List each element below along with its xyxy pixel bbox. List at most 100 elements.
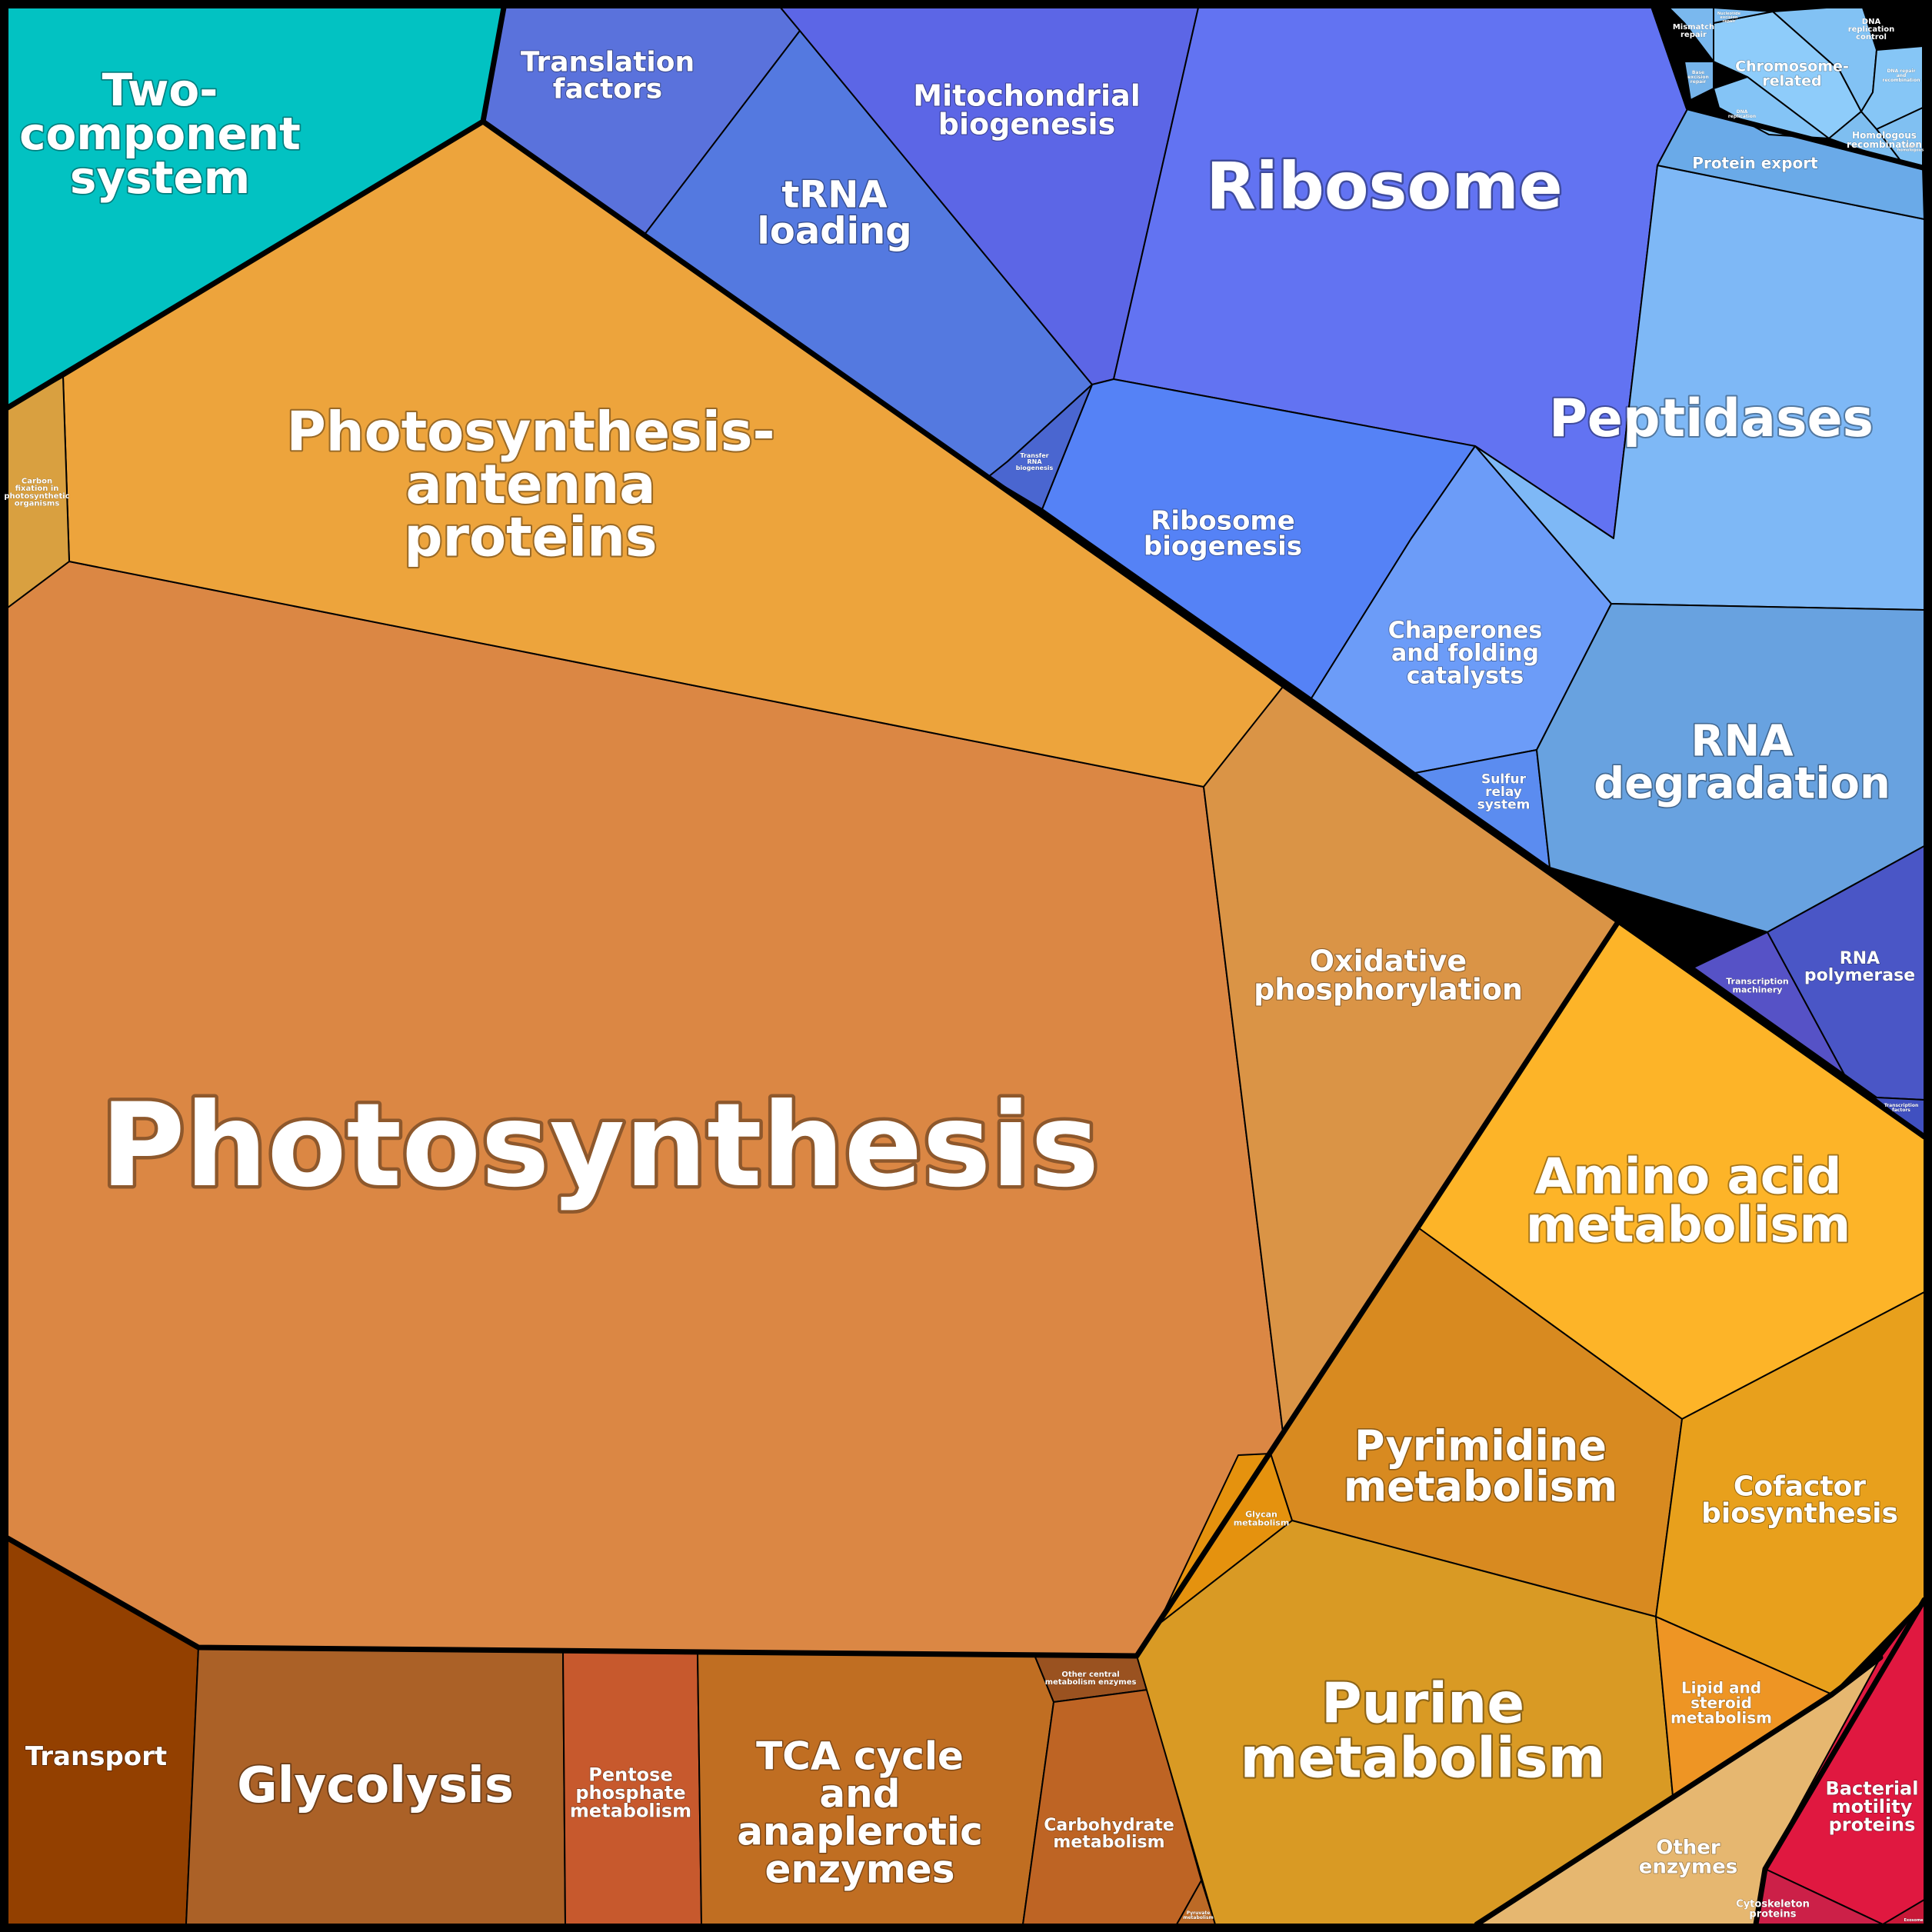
label-line: factors bbox=[553, 74, 662, 105]
label-line: RNA bbox=[1690, 717, 1794, 767]
label-line: metabolism enzymes bbox=[1045, 1678, 1137, 1687]
label-transport: Transport bbox=[25, 1741, 167, 1772]
label-line: Peptidases bbox=[1549, 388, 1874, 449]
label-line: Oxidative bbox=[1310, 944, 1467, 978]
label-line: DNA bbox=[1737, 109, 1748, 115]
label-line: Cytoskeleton bbox=[1736, 1898, 1810, 1910]
label-line: proteins bbox=[404, 506, 657, 569]
label-homologous-recombination: Homologous recombination bbox=[1847, 130, 1922, 150]
label-line: Amino acid bbox=[1535, 1148, 1842, 1205]
label-line: recombination bbox=[1883, 77, 1920, 82]
label-line: component bbox=[19, 108, 301, 160]
label-line: excision bbox=[1687, 75, 1709, 80]
label-antenna: Photosynthesis-antenna proteins bbox=[286, 400, 774, 568]
label-line: Ribosome bbox=[1206, 148, 1563, 224]
label-bacterial-motility: Bacterial motility proteins bbox=[1826, 1777, 1919, 1835]
label-line: Chaperones bbox=[1388, 617, 1542, 644]
label-pyruvate: Pyruvate metabolism bbox=[1183, 1910, 1214, 1920]
label-line: metabolism bbox=[1240, 1725, 1605, 1790]
group-border-line bbox=[5, 918, 1622, 1659]
label-glycan: Glycan metabolism bbox=[1234, 1510, 1290, 1528]
label-line: enzymes bbox=[765, 1847, 955, 1891]
cell-cofactor bbox=[1655, 1291, 1925, 1695]
label-line: metabolism bbox=[1053, 1833, 1164, 1852]
label-nonhomologous: Non-homologous bbox=[1897, 144, 1924, 152]
label-line: Chromosome- bbox=[1735, 58, 1849, 75]
label-line: proteins bbox=[1829, 1814, 1916, 1836]
label-line: Other bbox=[1656, 1836, 1720, 1859]
label-ribosome-biogenesis: Ribosome biogenesis bbox=[1144, 505, 1302, 561]
label-line: Pentose bbox=[588, 1764, 672, 1785]
label-cofactor: Cofactor biosynthesis bbox=[1701, 1471, 1898, 1529]
label-line: metabolism bbox=[1183, 1914, 1214, 1920]
label-transcription-machinery: Transcription machinery bbox=[1726, 977, 1789, 995]
label-line: enzymes bbox=[1639, 1855, 1737, 1878]
label-line: fixation in bbox=[15, 485, 59, 493]
label-line: repair bbox=[1690, 78, 1706, 84]
label-glycolysis: Glycolysis bbox=[237, 1757, 514, 1814]
label-line: biogenesis bbox=[1144, 531, 1302, 561]
label-line: Pyruvate bbox=[1187, 1910, 1211, 1916]
label-rna-polymerase: RNA polymerase bbox=[1804, 949, 1915, 985]
label-photosynthesis: Photosynthesis bbox=[101, 1079, 1100, 1213]
label-line: system bbox=[1477, 798, 1531, 813]
label-line: and bbox=[819, 1771, 900, 1816]
label-line: Sulfur bbox=[1481, 771, 1527, 787]
label-line: Protein export bbox=[1692, 154, 1818, 172]
label-line: Cofactor bbox=[1734, 1471, 1866, 1502]
label-line: photosynthetic bbox=[4, 492, 69, 501]
label-dna-replication-control: DNA replication control bbox=[1848, 18, 1895, 42]
label-carbohydrate: Carbohydrate metabolism bbox=[1044, 1816, 1174, 1852]
label-exosome: Exosome bbox=[1904, 1918, 1924, 1923]
label-line: biosynthesis bbox=[1701, 1498, 1898, 1530]
label-line: Mismatch bbox=[1673, 23, 1714, 32]
label-transcription-factors: Transcription factors bbox=[1884, 1103, 1918, 1113]
group-border-line bbox=[1753, 1597, 1927, 1927]
label-mismatch-repair: Mismatch repair bbox=[1673, 23, 1714, 39]
cell-transfer-rna bbox=[988, 384, 1093, 510]
label-line: Transcription bbox=[1884, 1103, 1918, 1108]
label-line: Transcription bbox=[1726, 977, 1789, 987]
label-peptidases: Peptidases bbox=[1549, 388, 1874, 449]
label-line: catalysts bbox=[1407, 662, 1524, 689]
label-line: tRNA bbox=[781, 173, 887, 216]
label-oxphos: Oxidative phosphorylation bbox=[1254, 944, 1523, 1006]
label-base-excision: Base excision repair bbox=[1687, 70, 1709, 85]
label-line: Glycolysis bbox=[237, 1757, 514, 1814]
label-dna-replication: DNA replication bbox=[1728, 109, 1756, 119]
label-transfer-rna: Transfer RNA biogenesis bbox=[1016, 452, 1054, 471]
label-line: TCA cycle bbox=[756, 1734, 964, 1778]
label-line: Exosome bbox=[1904, 1918, 1924, 1923]
label-line: metabolism bbox=[1234, 1517, 1290, 1527]
label-rna-degradation: RNA degradation bbox=[1594, 717, 1890, 809]
cell-nucleotide-excision bbox=[1713, 7, 1774, 24]
label-line: organisms bbox=[15, 500, 60, 508]
label-line: system bbox=[70, 152, 250, 204]
label-carbon-fixation: Carbon fixation in photosynthetic organisms bbox=[4, 477, 69, 508]
label-line: recombination bbox=[1847, 138, 1922, 149]
label-line: phosphate bbox=[575, 1782, 685, 1804]
label-line: Carbon bbox=[22, 477, 52, 485]
label-line: metabolism bbox=[570, 1800, 691, 1822]
label-line: metabolism bbox=[1344, 1462, 1617, 1511]
label-line: degradation bbox=[1594, 759, 1890, 809]
label-line: phosphorylation bbox=[1254, 972, 1523, 1006]
label-tca: TCA cycle and anaplerotic enzymes bbox=[737, 1734, 983, 1891]
label-chromosome-related: Chromosome-related bbox=[1735, 58, 1849, 89]
label-line: steroid bbox=[1690, 1694, 1752, 1712]
label-line: Other central bbox=[1061, 1671, 1119, 1679]
cells-layer bbox=[7, 7, 1925, 1925]
label-sulfur-relay: Sulfur relay system bbox=[1477, 771, 1531, 812]
label-line: metabolism bbox=[1671, 1708, 1772, 1727]
label-chaperones: Chaperones and folding catalysts bbox=[1388, 617, 1542, 689]
label-line: homologous bbox=[1897, 148, 1924, 152]
label-translation-factors: Translation factors bbox=[521, 46, 695, 105]
label-line: Photosynthesis bbox=[101, 1079, 1100, 1213]
label-line: Transport bbox=[25, 1741, 167, 1772]
label-pyrimidine: Pyrimidine metabolism bbox=[1344, 1421, 1617, 1511]
label-line: Two- bbox=[102, 64, 218, 116]
label-line: Ribosome bbox=[1151, 505, 1295, 536]
label-lipid: Lipid and steroid metabolism bbox=[1671, 1678, 1772, 1727]
label-line: DNA bbox=[1862, 18, 1881, 26]
